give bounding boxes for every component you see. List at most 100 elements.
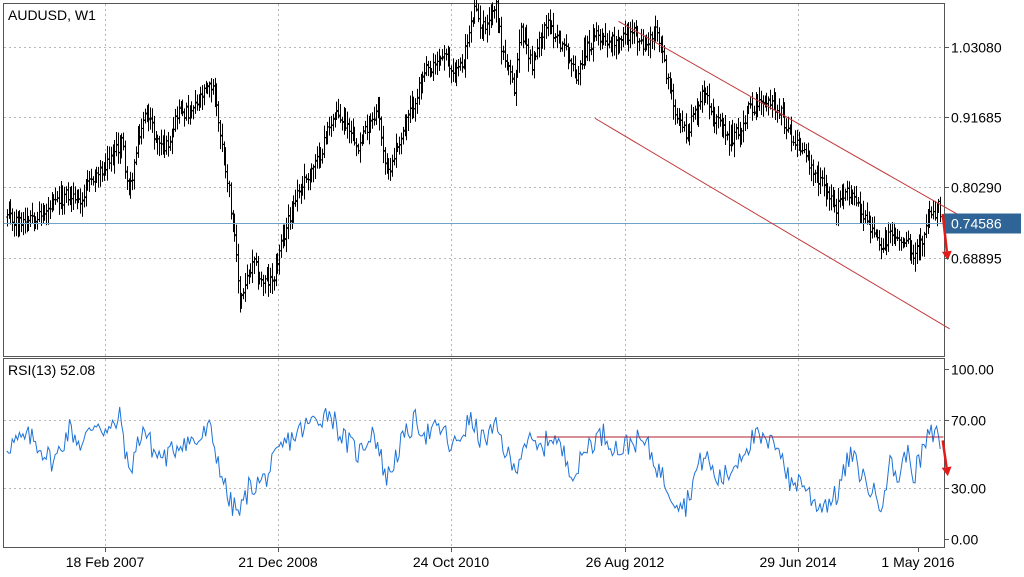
ohlc-bar bbox=[520, 22, 523, 46]
ohlc-bar bbox=[276, 252, 279, 274]
ohlc-bar bbox=[199, 86, 202, 108]
price-grid bbox=[4, 47, 944, 259]
ohlc-bar bbox=[731, 119, 734, 147]
ohlc-bar bbox=[457, 59, 460, 77]
ohlc-bar bbox=[486, 14, 489, 43]
ohlc-bar bbox=[425, 56, 428, 76]
ohlc-bar bbox=[20, 212, 23, 233]
ohlc-bar bbox=[522, 23, 525, 49]
ohlc-bar bbox=[934, 200, 937, 221]
ohlc-bar bbox=[857, 197, 860, 207]
channel-lines bbox=[594, 20, 974, 330]
ohlc-bar bbox=[398, 136, 401, 155]
ohlc-bar bbox=[423, 62, 426, 82]
price-tick-label: 1.03080 bbox=[951, 40, 1002, 56]
ohlc-bar bbox=[135, 146, 138, 166]
ohlc-bar bbox=[493, 5, 496, 19]
ohlc-bar bbox=[380, 116, 383, 146]
ohlc-bar bbox=[631, 19, 634, 45]
ohlc-bar bbox=[219, 119, 222, 150]
current-price-label: 0.74586 bbox=[951, 216, 1002, 232]
ohlc-bar bbox=[192, 105, 195, 120]
ohlc-bar bbox=[115, 132, 118, 157]
ohlc-bar bbox=[921, 235, 924, 257]
ohlc-bar bbox=[894, 227, 897, 247]
ohlc-bar bbox=[826, 182, 829, 200]
ohlc-bar bbox=[885, 230, 888, 256]
ohlc-bar bbox=[45, 203, 48, 226]
ohlc-bar bbox=[31, 202, 34, 223]
ohlc-bar bbox=[923, 231, 926, 257]
ohlc-bar bbox=[230, 182, 233, 220]
ohlc-bar bbox=[862, 200, 865, 232]
ohlc-bar bbox=[647, 32, 650, 56]
ohlc-bar bbox=[101, 161, 104, 182]
time-tick-label: 24 Oct 2010 bbox=[413, 554, 489, 570]
ohlc-bar bbox=[122, 132, 125, 151]
ohlc-bar bbox=[110, 146, 113, 172]
ohlc-bar bbox=[839, 190, 842, 208]
ohlc-bar bbox=[104, 153, 107, 176]
ohlc-bar bbox=[9, 199, 12, 225]
ohlc-bar bbox=[561, 41, 564, 52]
ohlc-bar bbox=[176, 106, 179, 130]
ohlc-bar bbox=[889, 223, 892, 244]
ohlc-bar bbox=[341, 116, 344, 131]
ohlc-bar bbox=[129, 171, 132, 199]
ohlc-bar bbox=[153, 115, 156, 150]
ohlc-bar bbox=[507, 61, 510, 76]
ohlc-bar bbox=[391, 154, 394, 177]
ohlc-bar bbox=[375, 104, 378, 125]
ohlc-bar bbox=[294, 189, 297, 207]
ohlc-bar bbox=[124, 140, 127, 179]
ohlc-bar bbox=[584, 35, 587, 66]
ohlc-bar bbox=[434, 54, 437, 75]
ohlc-bar bbox=[608, 30, 611, 49]
ohlc-bar bbox=[77, 189, 80, 204]
ohlc-bar bbox=[407, 109, 410, 131]
ohlc-bar bbox=[794, 130, 797, 150]
ohlc-bar bbox=[713, 106, 716, 134]
ohlc-bar bbox=[783, 102, 786, 134]
time-grid bbox=[105, 4, 799, 547]
ohlc-bar bbox=[701, 85, 704, 113]
ohlc-bar bbox=[599, 28, 602, 51]
ohlc-bar bbox=[710, 103, 713, 116]
rsi-line bbox=[6, 406, 941, 517]
ohlc-bar bbox=[636, 25, 639, 56]
ohlc-bar bbox=[280, 234, 283, 258]
ohlc-bar bbox=[805, 143, 808, 163]
ohlc-bar bbox=[799, 137, 802, 156]
ohlc-bar bbox=[835, 198, 838, 226]
ohlc-bar bbox=[670, 78, 673, 100]
ohlc-bar bbox=[694, 105, 697, 120]
ohlc-bar bbox=[56, 191, 59, 203]
time-tick-label: 18 Feb 2007 bbox=[66, 554, 145, 570]
ohlc-bar bbox=[185, 102, 188, 121]
ohlc-bar bbox=[661, 35, 664, 64]
ohlc-bar bbox=[369, 113, 372, 133]
time-tick-label: 1 May 2016 bbox=[881, 554, 954, 570]
price-forecast-arrow-head bbox=[941, 250, 952, 261]
ohlc-bar bbox=[181, 99, 184, 117]
ohlc-bar bbox=[708, 83, 711, 120]
ohlc-bar bbox=[640, 28, 643, 45]
ohlc-bar bbox=[919, 228, 922, 261]
ohlc-bar bbox=[249, 263, 252, 278]
ohlc-bar bbox=[421, 71, 424, 94]
ohlc-bar bbox=[389, 157, 392, 181]
ohlc-bar bbox=[244, 272, 247, 302]
ohlc-bar bbox=[896, 229, 899, 242]
ohlc-bar bbox=[149, 107, 152, 130]
ohlc-bar bbox=[559, 30, 562, 53]
ohlc-bar bbox=[719, 113, 722, 127]
ohlc-bar bbox=[289, 207, 292, 230]
ohlc-bar bbox=[704, 87, 707, 104]
ohlc-bar bbox=[550, 20, 553, 35]
ohlc-bar bbox=[303, 163, 306, 200]
ohlc-bar bbox=[382, 125, 385, 164]
ohlc-bar bbox=[837, 188, 840, 227]
channel-lower-line bbox=[594, 117, 950, 330]
ohlc-bar bbox=[905, 231, 908, 248]
